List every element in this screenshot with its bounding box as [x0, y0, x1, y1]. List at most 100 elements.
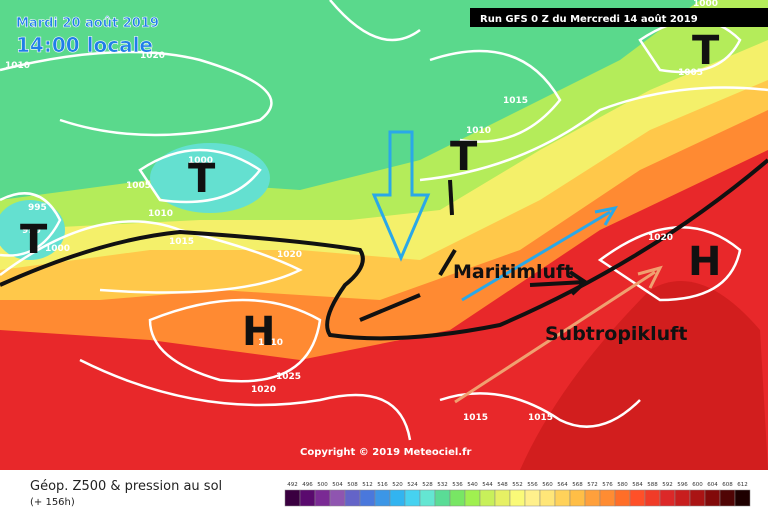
colorbar-label: 544 [482, 482, 493, 488]
valid-time: 14:00 locale [16, 33, 153, 57]
pressure-label: 1010 [466, 126, 491, 136]
colorbar-cell [554, 489, 571, 507]
colorbar-label: 492 [287, 482, 298, 488]
pressure-label: 1015 [169, 237, 194, 247]
colorbar-cell [284, 489, 301, 507]
legend-title: Géop. Z500 & pression au sol [30, 479, 222, 494]
forecast-lead: (+ 156h) [30, 497, 75, 508]
pressure-label: 1000 [45, 244, 70, 254]
subtropical-arrow [454, 265, 663, 404]
colorbar-label: 536 [452, 482, 463, 488]
colorbar-label: 512 [362, 482, 373, 488]
low-symbol: T [188, 156, 216, 202]
high-symbol: H [688, 239, 721, 285]
pressure-label: 1005 [678, 68, 703, 78]
pressure-label: 1000 [693, 0, 718, 9]
pressure-label: 1010 [148, 209, 173, 219]
pressure-label: 1005 [126, 181, 151, 191]
copyright: Copyright © 2019 Meteociel.fr [300, 447, 471, 458]
front-lines [0, 158, 768, 341]
pressure-label: 995 [28, 203, 47, 213]
colorbar-cell [524, 489, 541, 507]
pressure-label: 1000 [188, 156, 213, 166]
maritime-arrow [461, 205, 618, 302]
colorbar-cell [344, 489, 361, 507]
cold-air-arrow [371, 130, 431, 262]
colorbar-cell [674, 489, 691, 507]
colorbar-cell [359, 489, 376, 507]
annotation: Subtropikluft [545, 323, 687, 345]
cyan-low [150, 143, 270, 213]
colorbar-cell [644, 489, 661, 507]
low-symbol: T [450, 134, 478, 180]
colorbar-cell [479, 489, 496, 507]
colorbar-cell [434, 489, 451, 507]
colorbar-cell [389, 489, 406, 507]
colorbar-label: 540 [467, 482, 478, 488]
colorbar: 492 496 500 504 508 512 516 520 524 528 532 536 540 5… [284, 482, 751, 507]
colorbar-cell [584, 489, 601, 507]
colorbar-cell [329, 489, 346, 507]
pressure-label: 1010 [258, 338, 283, 348]
colorbar-label: 548 [497, 482, 508, 488]
colorbar-label: 508 [347, 482, 358, 488]
colorbar-label: 528 [422, 482, 433, 488]
colorbar-label: 496 [302, 482, 313, 488]
colorbar-label: 572 [587, 482, 598, 488]
colorbar-label: 568 [572, 482, 583, 488]
colorbar-cell [539, 489, 556, 507]
colorbar-label: 552 [512, 482, 523, 488]
colorbar-cell [569, 489, 586, 507]
colorbar-label: 588 [647, 482, 658, 488]
colorbar-label: 596 [677, 482, 688, 488]
colorbar-label: 560 [542, 482, 553, 488]
pressure-label: 1015 [463, 413, 488, 423]
pressure-labels: 1010 1020 1015 1010 1000 1005 995 990 10… [5, 0, 718, 423]
pressure-label: 1020 [277, 250, 302, 260]
colorbar-label: 516 [377, 482, 388, 488]
pressure-label: 990 [22, 226, 41, 236]
colorbar-cell [299, 489, 316, 507]
colorbar-cell [509, 489, 526, 507]
colorbar-cell [719, 489, 736, 507]
colorbar-label: 608 [722, 482, 733, 488]
colorbar-label: 600 [692, 482, 703, 488]
colorbar-cell [689, 489, 706, 507]
colorbar-label: 580 [617, 482, 628, 488]
colorbar-cell [374, 489, 391, 507]
isobars [0, 0, 768, 441]
colorbar-label: 504 [332, 482, 343, 488]
colorbar-label: 612 [737, 482, 748, 488]
colorbar-cell [614, 489, 631, 507]
pressure-label: 1015 [503, 96, 528, 106]
dark-red-zone [520, 281, 768, 470]
colorbar-cell [734, 489, 751, 507]
colorbar-label: 576 [602, 482, 613, 488]
pressure-systems: T T T T H H [20, 28, 721, 355]
colorbar-cell [494, 489, 511, 507]
annotation: Maritimluft [453, 261, 573, 283]
colorbar-label: 604 [707, 482, 718, 488]
pressure-label: 1015 [528, 413, 553, 423]
pressure-label: 1020 [648, 233, 673, 243]
pressure-label: 1025 [276, 372, 301, 382]
colorbar-cell [314, 489, 331, 507]
high-symbol: H [242, 309, 275, 355]
colorbar-cell [464, 489, 481, 507]
colorbar-cell [659, 489, 676, 507]
colorbar-label: 532 [437, 482, 448, 488]
pressure-label: 1010 [5, 61, 30, 71]
colorbar-cell [629, 489, 646, 507]
colorbar-label: 520 [392, 482, 403, 488]
colorbar-label: 500 [317, 482, 328, 488]
pressure-label: 1020 [140, 51, 165, 61]
low-symbol: T [20, 217, 48, 263]
pressure-label: 1020 [251, 385, 276, 395]
colorbar-cell [404, 489, 421, 507]
colorbar-label: 564 [557, 482, 568, 488]
valid-date: Mardi 20 août 2019 [16, 16, 159, 31]
colorbar-label: 556 [527, 482, 538, 488]
colorbar-cell [704, 489, 721, 507]
colorbar-label: 592 [662, 482, 673, 488]
